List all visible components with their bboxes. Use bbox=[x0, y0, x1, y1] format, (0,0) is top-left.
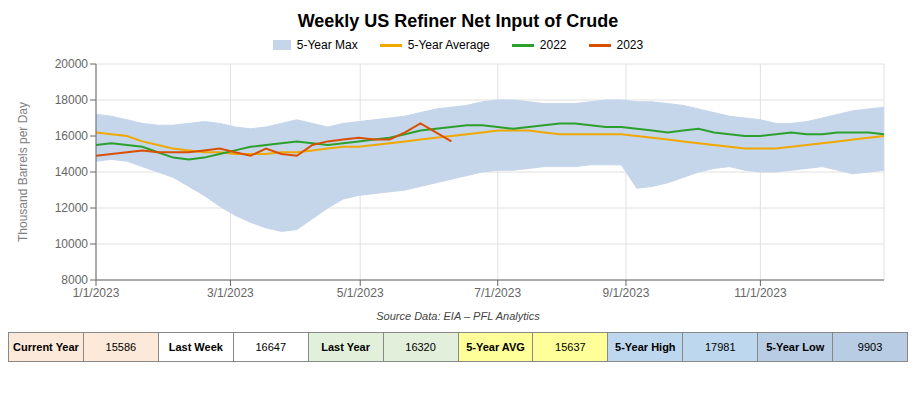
html-text:2022: 2022 bbox=[539, 38, 567, 52]
svg-text:10000: 10000 bbox=[55, 237, 89, 251]
svg-text:7/1/2023: 7/1/2023 bbox=[474, 286, 521, 300]
html-text:17981: 17981 bbox=[705, 341, 736, 353]
html-text:15586: 15586 bbox=[105, 341, 137, 353]
html-text:5-Year High: 5-Year High bbox=[615, 341, 676, 353]
html-text:5-Year Average: 5-Year Average bbox=[407, 38, 490, 52]
html-text:5-Year Low: 5-Year Low bbox=[766, 341, 825, 353]
svg-text:12000: 12000 bbox=[55, 201, 89, 215]
html-text:5-Year AVG: 5-Year AVG bbox=[466, 341, 525, 353]
html-text:Weekly US Refiner Net Input of: Weekly US Refiner Net Input of Crude bbox=[297, 11, 619, 31]
html-text:Source Data: EIA – PFL Analyti: Source Data: EIA – PFL Analytics bbox=[376, 310, 540, 322]
svg-text:14000: 14000 bbox=[55, 165, 89, 179]
svg-text:1/1/2023: 1/1/2023 bbox=[73, 286, 120, 300]
html-text:15637: 15637 bbox=[555, 341, 586, 353]
html-text:Last Year: Last Year bbox=[321, 341, 370, 353]
html-text:2023: 2023 bbox=[616, 38, 644, 52]
svg-text:Thousand Barrels per Day: Thousand Barrels per Day bbox=[16, 102, 30, 242]
svg-text:5/1/2023: 5/1/2023 bbox=[337, 286, 384, 300]
html-text:16647: 16647 bbox=[255, 341, 286, 353]
svg-text:9/1/2023: 9/1/2023 bbox=[603, 286, 650, 300]
html-text:9903: 9903 bbox=[857, 341, 883, 353]
html-text:16320: 16320 bbox=[405, 341, 436, 353]
html-text:Current Year: Current Year bbox=[13, 341, 79, 353]
svg-text:20000: 20000 bbox=[55, 57, 89, 71]
svg-text:11/1/2023: 11/1/2023 bbox=[734, 286, 787, 300]
svg-text:3/1/2023: 3/1/2023 bbox=[207, 286, 254, 300]
html-text:5-Year Max: 5-Year Max bbox=[296, 38, 358, 52]
svg-text:8000: 8000 bbox=[61, 273, 88, 287]
svg-text:16000: 16000 bbox=[55, 129, 89, 143]
html-text:Last Week: Last Week bbox=[168, 341, 223, 353]
svg-text:18000: 18000 bbox=[55, 93, 89, 107]
